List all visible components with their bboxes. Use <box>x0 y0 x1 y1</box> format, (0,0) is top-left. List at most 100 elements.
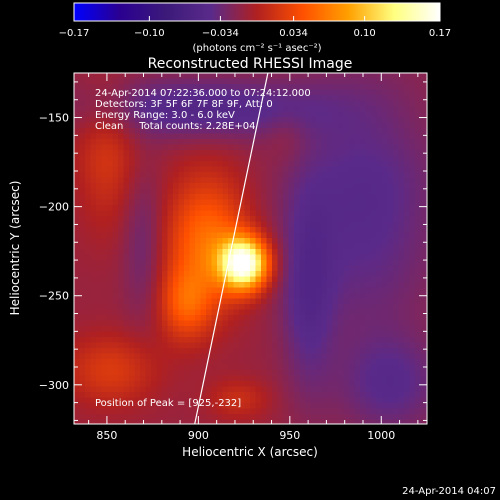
heatmap-cell <box>140 106 146 112</box>
heatmap-cell <box>294 194 300 200</box>
heatmap-cell <box>112 254 119 261</box>
heatmap-cell <box>354 73 361 79</box>
heatmap-cell <box>112 348 119 354</box>
heatmap-cell <box>112 375 119 382</box>
heatmap-cell <box>343 403 350 409</box>
heatmap-cell <box>360 122 366 129</box>
heatmap-cell <box>200 397 207 404</box>
heatmap-cell <box>178 315 185 321</box>
heatmap-cell <box>244 254 251 261</box>
heatmap-cell <box>151 161 157 167</box>
heatmap-cell <box>409 243 416 250</box>
heatmap-cell <box>294 414 300 420</box>
heatmap-cell <box>173 276 179 283</box>
heatmap-cell <box>74 315 80 321</box>
heatmap-cell <box>189 364 196 371</box>
heatmap-cell <box>277 386 284 393</box>
heatmap-cell <box>288 298 295 305</box>
heatmap-cell <box>90 227 97 233</box>
heatmap-cell <box>134 386 141 393</box>
heatmap-cell <box>101 238 108 244</box>
heatmap-cell <box>283 183 289 189</box>
heatmap-cell <box>294 353 300 360</box>
heatmap-cell <box>338 216 344 222</box>
heatmap-cell <box>387 205 394 211</box>
heatmap-cell <box>233 183 240 189</box>
heatmap-cell <box>349 403 355 409</box>
heatmap-cell <box>178 84 185 90</box>
heatmap-cell <box>261 84 267 90</box>
heatmap-cell <box>277 392 284 398</box>
heatmap-cell <box>228 122 234 129</box>
heatmap-cell <box>233 403 240 409</box>
heatmap-cell <box>376 331 383 338</box>
heatmap-cell <box>85 78 91 85</box>
heatmap-cell <box>189 342 196 349</box>
heatmap-cell <box>365 364 372 371</box>
heatmap-cell <box>327 271 333 277</box>
heatmap-cell <box>145 205 152 211</box>
heatmap-cell <box>145 359 152 365</box>
heatmap-cell <box>327 238 333 244</box>
heatmap-cell <box>239 166 245 173</box>
heatmap-cell <box>382 144 388 151</box>
heatmap-cell <box>360 188 366 195</box>
heatmap-cell <box>327 111 333 118</box>
heatmap-cell <box>250 100 256 107</box>
heatmap-cell <box>140 194 146 200</box>
heatmap-cell <box>162 298 168 305</box>
heatmap-cell <box>233 304 240 310</box>
heatmap-cell <box>415 172 421 178</box>
heatmap-cell <box>327 188 333 195</box>
heatmap-cell <box>107 359 113 365</box>
heatmap-cell <box>365 375 372 382</box>
heatmap-cell <box>250 254 256 261</box>
heatmap-cell <box>118 364 124 371</box>
heatmap-cell <box>261 320 267 327</box>
heatmap-cell <box>327 227 333 233</box>
heatmap-cell <box>332 194 339 200</box>
heatmap-cell <box>173 205 179 211</box>
heatmap-cell <box>327 166 333 173</box>
heatmap-cell <box>299 89 306 96</box>
heatmap-cell <box>310 166 317 173</box>
heatmap-cell <box>140 265 146 272</box>
heatmap-cell <box>85 260 91 266</box>
heatmap-cell <box>321 342 328 349</box>
heatmap-cell <box>140 73 146 79</box>
heatmap-cell <box>316 194 322 200</box>
heatmap-cell <box>404 282 410 288</box>
heatmap-cell <box>129 276 135 283</box>
heatmap-cell <box>250 89 256 96</box>
heatmap-cell <box>112 271 119 277</box>
heatmap-cell <box>101 414 108 420</box>
heatmap-cell <box>129 282 135 288</box>
heatmap-cell <box>283 276 289 283</box>
heatmap-cell <box>404 150 410 156</box>
heatmap-cell <box>409 128 416 134</box>
heatmap-cell <box>239 348 245 354</box>
heatmap-cell <box>349 199 355 206</box>
heatmap-cell <box>272 403 278 409</box>
heatmap-cell <box>343 414 350 420</box>
heatmap-cell <box>200 243 207 250</box>
heatmap-cell <box>239 73 245 79</box>
heatmap-cell <box>338 353 344 360</box>
heatmap-cell <box>129 216 135 222</box>
heatmap-cell <box>195 337 201 343</box>
heatmap-cell <box>233 150 240 156</box>
heatmap-cell <box>200 139 207 145</box>
heatmap-cell <box>283 139 289 145</box>
heatmap-cell <box>349 139 355 145</box>
heatmap-cell <box>173 304 179 310</box>
heatmap-cell <box>112 95 119 101</box>
heatmap-cell <box>415 293 421 299</box>
heatmap-cell <box>222 194 229 200</box>
heatmap-cell <box>145 227 152 233</box>
heatmap-cell <box>184 172 190 178</box>
heatmap-cell <box>178 353 185 360</box>
heatmap-cell <box>206 397 212 404</box>
heatmap-cell <box>85 276 91 283</box>
heatmap-cell <box>85 111 91 118</box>
heatmap-cell <box>349 128 355 134</box>
